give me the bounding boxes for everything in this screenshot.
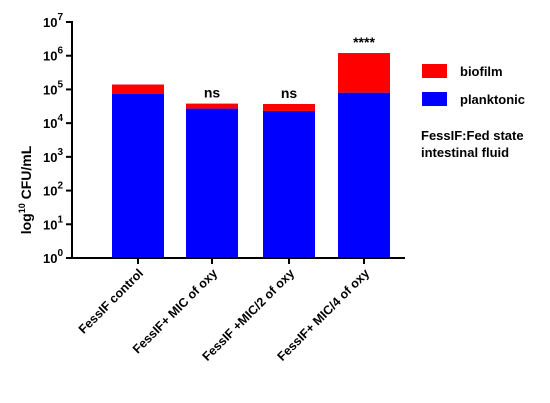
y-ticks-group: 100 101 102 103 104 105 106 107 bbox=[43, 12, 72, 266]
significance-label: ns bbox=[281, 85, 298, 101]
y-tick-label: 106 bbox=[43, 46, 63, 64]
y-tick-label: 100 bbox=[43, 248, 63, 266]
annotation-line-2: intestinal fluid bbox=[421, 145, 509, 160]
y-tick-label: 103 bbox=[43, 147, 63, 165]
significance-labels-group: ns ns **** bbox=[204, 34, 376, 101]
bar-biofilm bbox=[338, 53, 390, 93]
legend-label-planktonic: planktonic bbox=[460, 92, 525, 107]
axes-group bbox=[71, 21, 405, 259]
significance-label: ns bbox=[204, 85, 221, 101]
y-axis-label: log10 CFU/mL bbox=[17, 145, 34, 234]
bar-planktonic bbox=[338, 92, 390, 258]
annotation-line-1: FessIF:Fed state bbox=[421, 128, 524, 143]
bar-biofilm bbox=[186, 103, 238, 109]
bars-group bbox=[112, 53, 390, 259]
y-tick-label: 104 bbox=[43, 113, 63, 131]
x-category-label: FessIF control bbox=[76, 266, 146, 336]
bar-biofilm bbox=[263, 103, 315, 111]
y-tick-label: 107 bbox=[43, 12, 63, 30]
significance-label: **** bbox=[353, 34, 375, 50]
y-tick-label: 101 bbox=[43, 214, 63, 232]
bar-planktonic bbox=[112, 93, 164, 258]
bar-planktonic bbox=[186, 108, 238, 259]
bar-biofilm bbox=[112, 84, 164, 94]
legend-label-biofilm: biofilm bbox=[460, 64, 503, 79]
legend-swatch-planktonic bbox=[422, 92, 447, 106]
bar-planktonic bbox=[263, 110, 315, 258]
x-category-label: FessIF+ MIC of oxy bbox=[130, 266, 220, 356]
legend-swatch-biofilm bbox=[422, 64, 447, 78]
legend: biofilm planktonic FessIF:Fed state inte… bbox=[421, 64, 525, 160]
y-tick-label: 105 bbox=[43, 79, 63, 97]
y-tick-label: 102 bbox=[43, 181, 63, 199]
